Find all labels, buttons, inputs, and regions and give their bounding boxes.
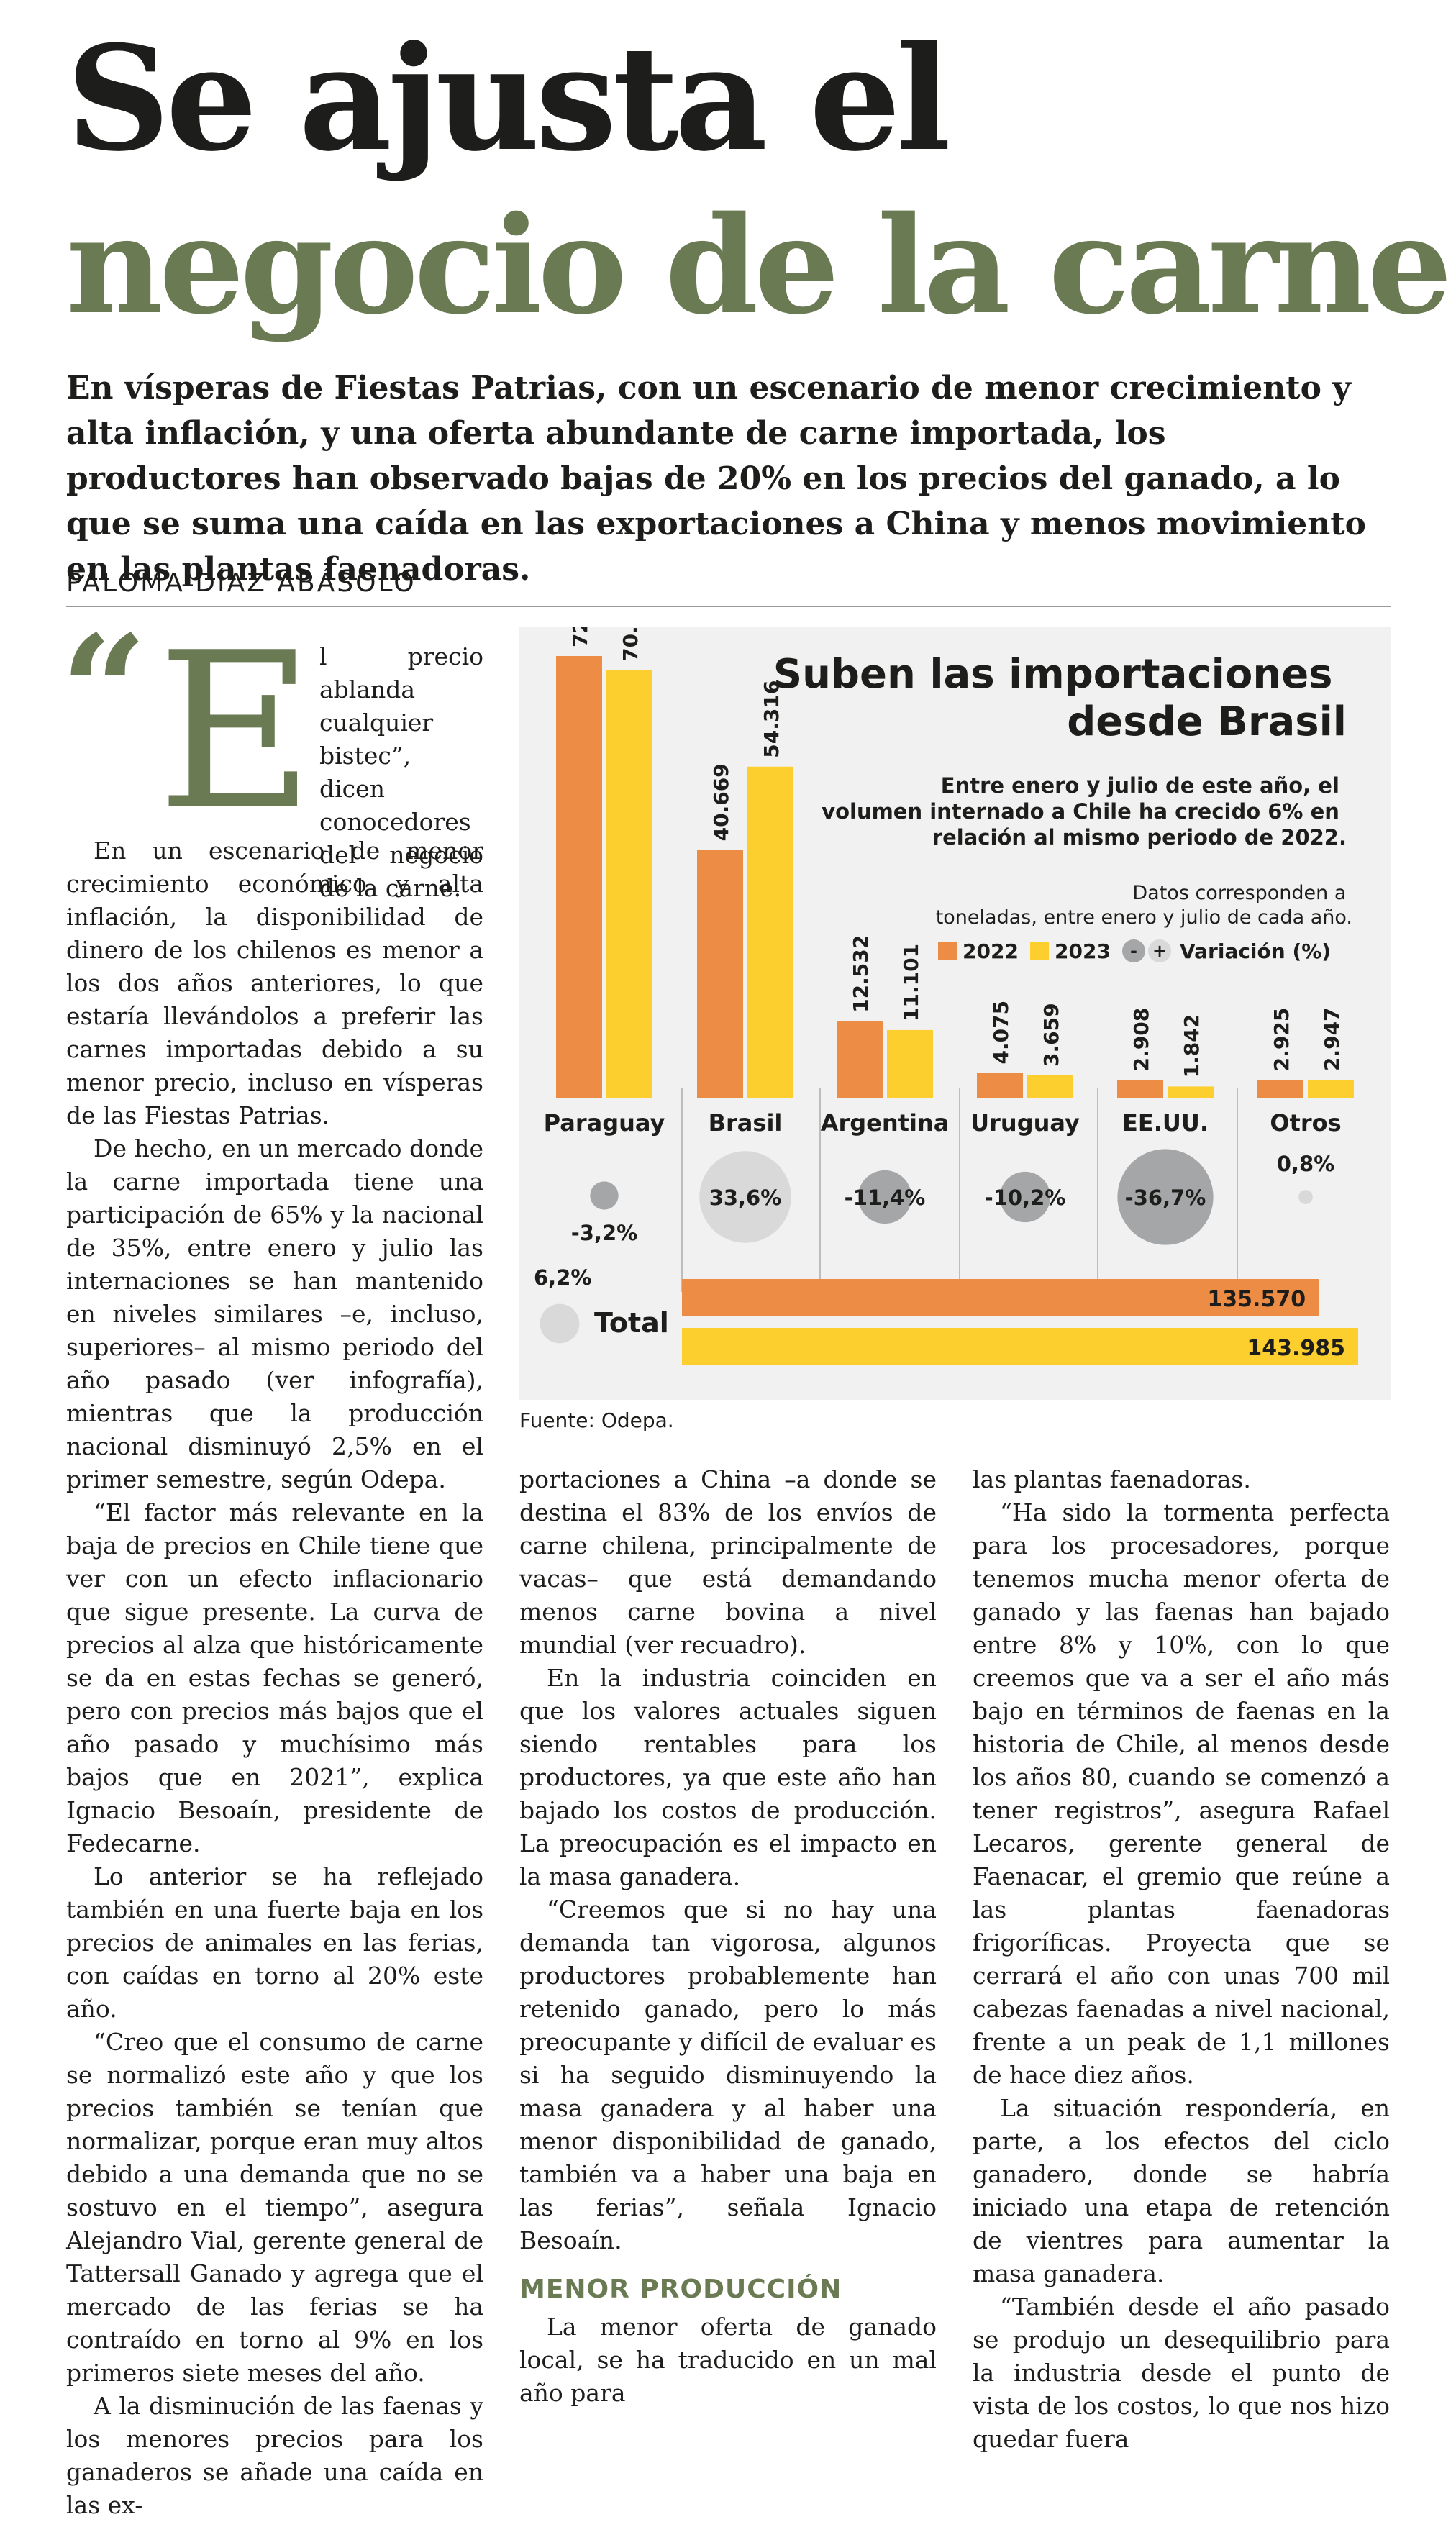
- chart-note: Datos corresponden a toneladas, entre en…: [936, 882, 1352, 929]
- article-column-1: En un escenario de menor crecimiento eco…: [66, 834, 483, 2522]
- bar-2023-eeuu: [1168, 1086, 1214, 1098]
- byline-divider: [66, 606, 1391, 607]
- paragraph: A la disminución de las faenas y los men…: [66, 2392, 483, 2519]
- article-column-3: las plantas faenadoras. “Ha sido la torm…: [973, 1463, 1390, 2456]
- category-label: Brasil: [709, 1109, 783, 1137]
- total-value-label: 135.570: [1207, 1287, 1306, 1312]
- legend-minus-sign: -: [1130, 941, 1137, 961]
- paragraph: “También desde el año pasado se produjo …: [973, 2293, 1390, 2453]
- bar-2022-eeuu: [1117, 1080, 1163, 1098]
- variation-label: 33,6%: [709, 1185, 782, 1210]
- drop-quote-mark: “: [60, 602, 147, 780]
- bar-value-label: 11.101: [899, 944, 923, 1021]
- paragraph: portaciones a China –a donde se destina …: [519, 1465, 937, 1659]
- bar-2023-uruguay: [1027, 1075, 1073, 1098]
- paragraph: “El factor más relevante en la baja de p…: [66, 1498, 483, 1857]
- paragraph: En un escenario de menor crecimiento eco…: [66, 837, 483, 1129]
- bar-value-label: 4.075: [989, 1001, 1013, 1065]
- category-labels: Paraguay Brasil Argentina Uruguay EE.UU. Otro…: [544, 1109, 1342, 1137]
- variation-label: -3,2%: [571, 1221, 637, 1245]
- imports-chart: Suben las importaciones desde Brasil Ent…: [534, 570, 1358, 1365]
- legend-plus-bubble: [1148, 939, 1171, 962]
- bar-value-label: 72.461: [568, 627, 592, 647]
- bar-2023-brasil: [747, 766, 793, 1098]
- paragraph: “Creo que el consumo de carne se normali…: [66, 2028, 483, 2387]
- article-column-2: portaciones a China –a donde se destina …: [519, 1463, 937, 2410]
- category-dividers: [681, 1088, 1238, 1292]
- bar-value-label: 2.925: [1270, 1008, 1293, 1072]
- legend-label-2022: 2022: [963, 939, 1019, 963]
- bar-2023-otros: [1308, 1080, 1354, 1098]
- bar-value-label: 3.659: [1039, 1003, 1063, 1067]
- variation-bubble: [699, 1151, 791, 1243]
- paragraph: En la industria coinciden en que los val…: [519, 1664, 937, 1890]
- bar-value-labels: 72.461 70.120 40.669 54.316 12.532 11.101 4.07…: [568, 570, 1344, 1078]
- legend-plus-sign: +: [1152, 941, 1167, 961]
- legend-swatch-2022: [938, 942, 957, 960]
- byline: PALOMA DÍAZ ABÁSOLO: [66, 568, 417, 598]
- chart-title: Suben las importaciones desde Brasil: [773, 651, 1347, 745]
- headline-line-1: Se ajusta el: [66, 14, 951, 183]
- bar-value-label: 1.842: [1180, 1014, 1204, 1078]
- variation-bubble: [590, 1181, 619, 1210]
- category-label: Uruguay: [970, 1109, 1080, 1137]
- paragraph: La menor oferta de ganado local, se ha t…: [519, 2313, 937, 2407]
- paragraph: La situación respondería, en parte, a lo…: [973, 2094, 1390, 2287]
- total-variation-label: 6,2%: [534, 1265, 591, 1290]
- total-variation-bubble: [540, 1303, 580, 1344]
- variation-bubble: [857, 1170, 912, 1224]
- legend-swatch-2023: [1030, 942, 1049, 960]
- paragraph: Lo anterior se ha reflejado también en u…: [66, 1862, 483, 2023]
- paragraph: De hecho, en un mercado donde la carne i…: [66, 1134, 483, 1493]
- paragraph: “Creemos que si no hay una demanda tan v…: [519, 1895, 937, 2254]
- variation-label: 0,8%: [1277, 1152, 1334, 1176]
- bar-value-label: 2.947: [1320, 1007, 1344, 1071]
- legend-label-2023: 2023: [1055, 939, 1111, 963]
- chart-source: Fuente: Odepa.: [519, 1408, 674, 1432]
- bar-2023-argentina: [887, 1029, 933, 1098]
- bar-2022-argentina: [837, 1021, 883, 1098]
- variation-label: -11,4%: [845, 1185, 926, 1210]
- variation-label: -10,2%: [985, 1185, 1066, 1210]
- headline-line-2: negocio de la carne: [66, 186, 1452, 344]
- total-value-label: 143.985: [1247, 1336, 1345, 1361]
- variation-bubbles: -3,2% 33,6% -11,4% -10,2% -36,7% 0,8%: [571, 1149, 1334, 1245]
- bar-value-label: 70.120: [619, 627, 642, 662]
- bar-2023-paraguay: [606, 670, 652, 1098]
- variation-bubble: [1298, 1190, 1313, 1204]
- infographic: Suben las importaciones desde Brasil Ent…: [519, 570, 1391, 1400]
- bar-value-label: 12.532: [849, 935, 873, 1013]
- variation-label: -36,7%: [1125, 1185, 1206, 1210]
- legend-minus-bubble: [1122, 939, 1145, 962]
- category-label: Argentina: [821, 1109, 950, 1137]
- bar-value-label: 40.669: [709, 763, 733, 841]
- total-label: Total: [594, 1307, 669, 1339]
- category-label: Paraguay: [544, 1109, 665, 1137]
- total-bar-2022: [682, 1279, 1319, 1316]
- bar-value-label: 2.908: [1129, 1008, 1153, 1072]
- drop-cap-letter: E: [157, 606, 314, 857]
- lead-paragraph: En vísperas de Fiestas Patrias, con un e…: [66, 370, 1366, 588]
- total-section: 6,2%Total 135.570 143.985: [534, 1265, 1358, 1365]
- bar-series: [556, 656, 1354, 1098]
- legend-variation-label: Variación (%): [1180, 939, 1331, 963]
- bar-2022-brasil: [697, 850, 743, 1098]
- paragraph: “Ha sido la tormenta perfecta para los p…: [973, 1498, 1390, 2089]
- variation-bubble: [1117, 1149, 1214, 1245]
- paragraph: las plantas faenadoras.: [973, 1465, 1251, 1493]
- bar-2022-paraguay: [556, 656, 602, 1098]
- category-label: EE.UU.: [1122, 1109, 1209, 1137]
- section-subhead: MENOR PRODUCCIÓN: [519, 2275, 842, 2304]
- chart-legend: 2022 2023- + Variación (%): [938, 939, 1331, 963]
- bar-2022-uruguay: [977, 1073, 1023, 1098]
- bar-2022-otros: [1257, 1080, 1303, 1098]
- bar-value-label: 54.316: [760, 680, 783, 758]
- chart-subtitle: Entre enero y julio de este año, el volu…: [822, 773, 1347, 850]
- total-bar-2023: [682, 1328, 1358, 1365]
- drop-cap-text: l precio ablanda cualquier bistec”, dice…: [319, 642, 483, 902]
- variation-bubble: [999, 1171, 1051, 1223]
- category-label: Otros: [1270, 1109, 1341, 1137]
